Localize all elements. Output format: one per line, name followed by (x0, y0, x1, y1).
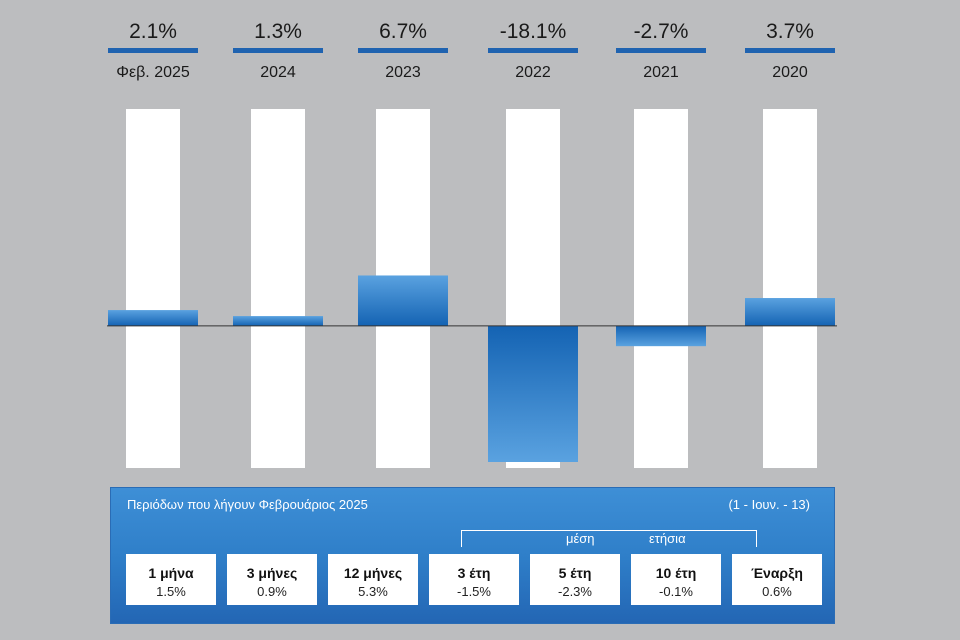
period-box-10y: 10 έτη -0.1% (631, 554, 721, 605)
periods-title: Περιόδων που λήγουν Φεβρουάριος 2025 (127, 497, 368, 512)
bar-track (126, 109, 180, 468)
period-label: 1 μήνα (148, 565, 194, 581)
bar-value-label: 2.1% (129, 20, 177, 43)
bracket-label-average: μέση (566, 531, 595, 546)
period-value: -2.3% (558, 584, 592, 599)
period-label: 3 έτη (457, 565, 491, 581)
annualized-bracket (461, 530, 757, 547)
category-label: 2021 (643, 64, 679, 81)
period-box-5y: 5 έτη -2.3% (530, 554, 620, 605)
value-underline (108, 48, 198, 53)
value-underline (745, 48, 835, 53)
bar-track (763, 109, 817, 468)
period-box-3m: 3 μήνες 0.9% (227, 554, 317, 605)
category-label: 2024 (260, 64, 296, 81)
period-value: 0.9% (257, 584, 287, 599)
period-label: Έναρξη (751, 565, 803, 581)
bar-value-label: 6.7% (379, 20, 427, 43)
bar-value-label: 1.3% (254, 20, 302, 43)
value-underline (233, 48, 323, 53)
category-label: 2020 (772, 64, 808, 81)
bar (745, 298, 835, 326)
period-box-3y: 3 έτη -1.5% (429, 554, 519, 605)
bar (358, 275, 448, 326)
period-label: 12 μήνες (343, 565, 403, 581)
period-label: 3 μήνες (246, 565, 298, 581)
bar-value-label: 3.7% (766, 20, 814, 43)
periods-panel: Περιόδων που λήγουν Φεβρουάριος 2025 (1 … (110, 487, 835, 624)
value-underline (616, 48, 706, 53)
bar-value-label: -18.1% (500, 20, 567, 43)
period-value: -1.5% (457, 584, 491, 599)
period-value: 1.5% (156, 584, 186, 599)
periods-range: (1 - Ιουν. - 13) (728, 497, 810, 512)
bar-track (251, 109, 305, 468)
bracket-label-annual: ετήσια (649, 531, 686, 546)
period-value: 0.6% (762, 584, 792, 599)
bar-track (634, 109, 688, 468)
period-box-12m: 12 μήνες 5.3% (328, 554, 418, 605)
value-underline (358, 48, 448, 53)
category-label: Φεβ. 2025 (116, 64, 190, 81)
period-box-inception: Έναρξη 0.6% (732, 554, 822, 605)
period-box-1m: 1 μήνα 1.5% (126, 554, 216, 605)
bar (488, 325, 578, 462)
period-value: -0.1% (659, 584, 693, 599)
bar (616, 325, 706, 347)
period-value: 5.3% (358, 584, 388, 599)
bar (233, 316, 323, 326)
bar-value-label: -2.7% (634, 20, 689, 43)
period-label: 10 έτη (655, 565, 697, 581)
period-label: 5 έτη (558, 565, 592, 581)
category-label: 2023 (385, 64, 421, 81)
returns-bar-chart: 2.1% Φεβ. 2025 1.3% 2024 6.7% 2023 -18.1% 2022 -… (107, 20, 837, 468)
bar (108, 310, 198, 326)
value-underline (488, 48, 578, 53)
category-label: 2022 (515, 64, 551, 81)
